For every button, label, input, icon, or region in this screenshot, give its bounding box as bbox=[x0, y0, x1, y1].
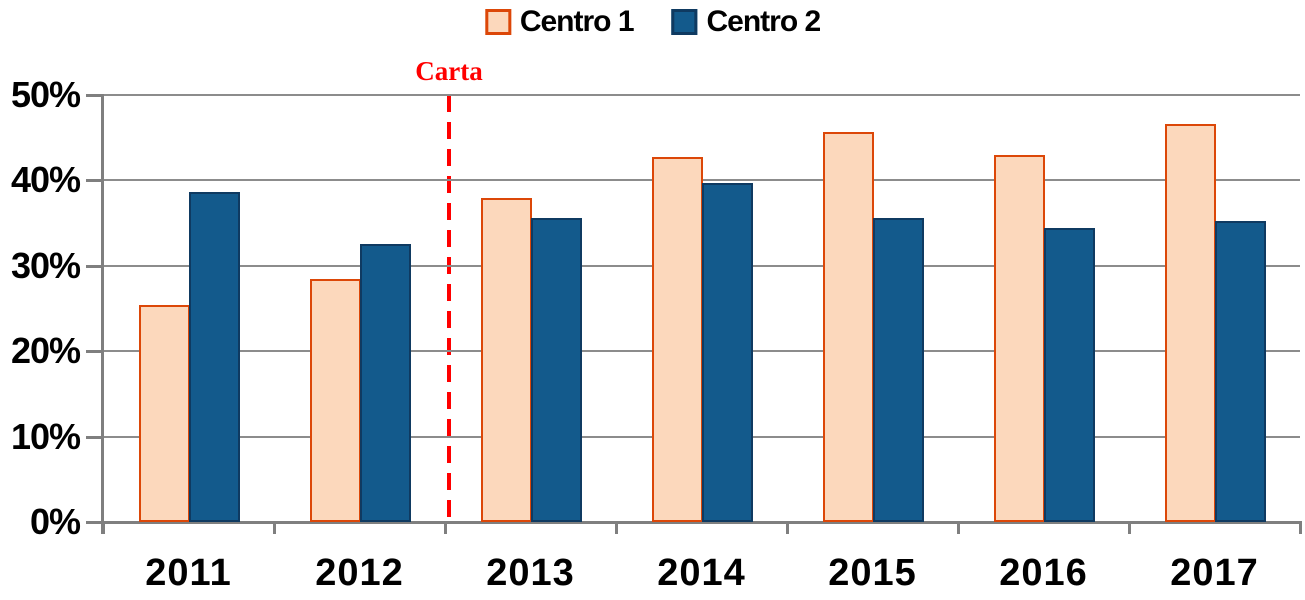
y-axis-label: 10% bbox=[10, 415, 81, 457]
bar-centro-1-2016 bbox=[994, 155, 1045, 522]
bar-centro-1-2013 bbox=[481, 197, 532, 522]
legend-swatch-centro-2 bbox=[671, 9, 698, 35]
x-axis-label-2013: 2013 bbox=[486, 552, 575, 594]
y-axis-label: 50% bbox=[10, 73, 81, 115]
y-axis-label: 40% bbox=[10, 159, 81, 200]
bar-centro-1-2011 bbox=[139, 304, 190, 522]
bar-centro-1-2015 bbox=[823, 132, 874, 522]
y-axis-label: 30% bbox=[10, 244, 81, 286]
x-axis-label-2016: 2016 bbox=[999, 552, 1088, 594]
x-axis-tick bbox=[273, 522, 276, 534]
x-axis-tick bbox=[957, 522, 960, 534]
carta-annotation-label: Carta bbox=[415, 56, 483, 86]
legend-item-centro-1: Centro 1 bbox=[484, 5, 635, 39]
y-axis-tick bbox=[86, 435, 103, 439]
x-axis-tick bbox=[444, 522, 447, 534]
y-axis-tick bbox=[86, 93, 103, 97]
bar-centro-1-2014 bbox=[652, 156, 703, 522]
bar-centro-2-2013 bbox=[531, 218, 582, 522]
bar-centro-2-2015 bbox=[873, 218, 924, 522]
bar-centro-2-2012 bbox=[360, 244, 411, 522]
x-axis-tick bbox=[615, 522, 618, 534]
bar-centro-2-2011 bbox=[189, 191, 240, 522]
y-axis-label: 20% bbox=[10, 330, 81, 371]
y-axis-tick bbox=[86, 350, 103, 353]
y-axis-tick bbox=[86, 179, 103, 182]
y-axis-label: 0% bbox=[29, 501, 81, 542]
carta-annotation-line bbox=[447, 94, 451, 522]
bar-centro-1-2017 bbox=[1165, 123, 1216, 522]
y-axis-tick bbox=[86, 264, 103, 268]
legend-swatch-centro-1 bbox=[484, 9, 511, 35]
x-axis-label-2015: 2015 bbox=[828, 552, 917, 594]
x-axis-label-2011: 2011 bbox=[145, 552, 232, 594]
legend-label-centro-1: Centro 1 bbox=[519, 5, 635, 38]
x-axis-tick bbox=[1128, 522, 1131, 534]
bar-centro-1-2012 bbox=[310, 279, 361, 522]
legend-item-centro-2: Centro 2 bbox=[671, 5, 822, 39]
y-axis-line bbox=[101, 93, 104, 534]
legend: Centro 1 Centro 2 bbox=[484, 5, 822, 39]
x-axis-label-2014: 2014 bbox=[657, 552, 746, 594]
x-axis-label-2017: 2017 bbox=[1170, 552, 1259, 594]
x-axis-tick bbox=[102, 522, 105, 534]
x-axis-line bbox=[103, 521, 1302, 524]
bar-centro-2-2017 bbox=[1215, 221, 1266, 522]
x-axis-label-2012: 2012 bbox=[315, 552, 404, 594]
x-axis-tick bbox=[786, 522, 789, 534]
legend-label-centro-2: Centro 2 bbox=[706, 5, 822, 38]
gridline-50% bbox=[103, 93, 1300, 96]
bar-centro-2-2016 bbox=[1044, 227, 1095, 522]
y-axis-tick bbox=[86, 521, 103, 524]
x-axis-tick bbox=[1299, 522, 1302, 534]
bar-centro-2-2014 bbox=[702, 182, 753, 522]
